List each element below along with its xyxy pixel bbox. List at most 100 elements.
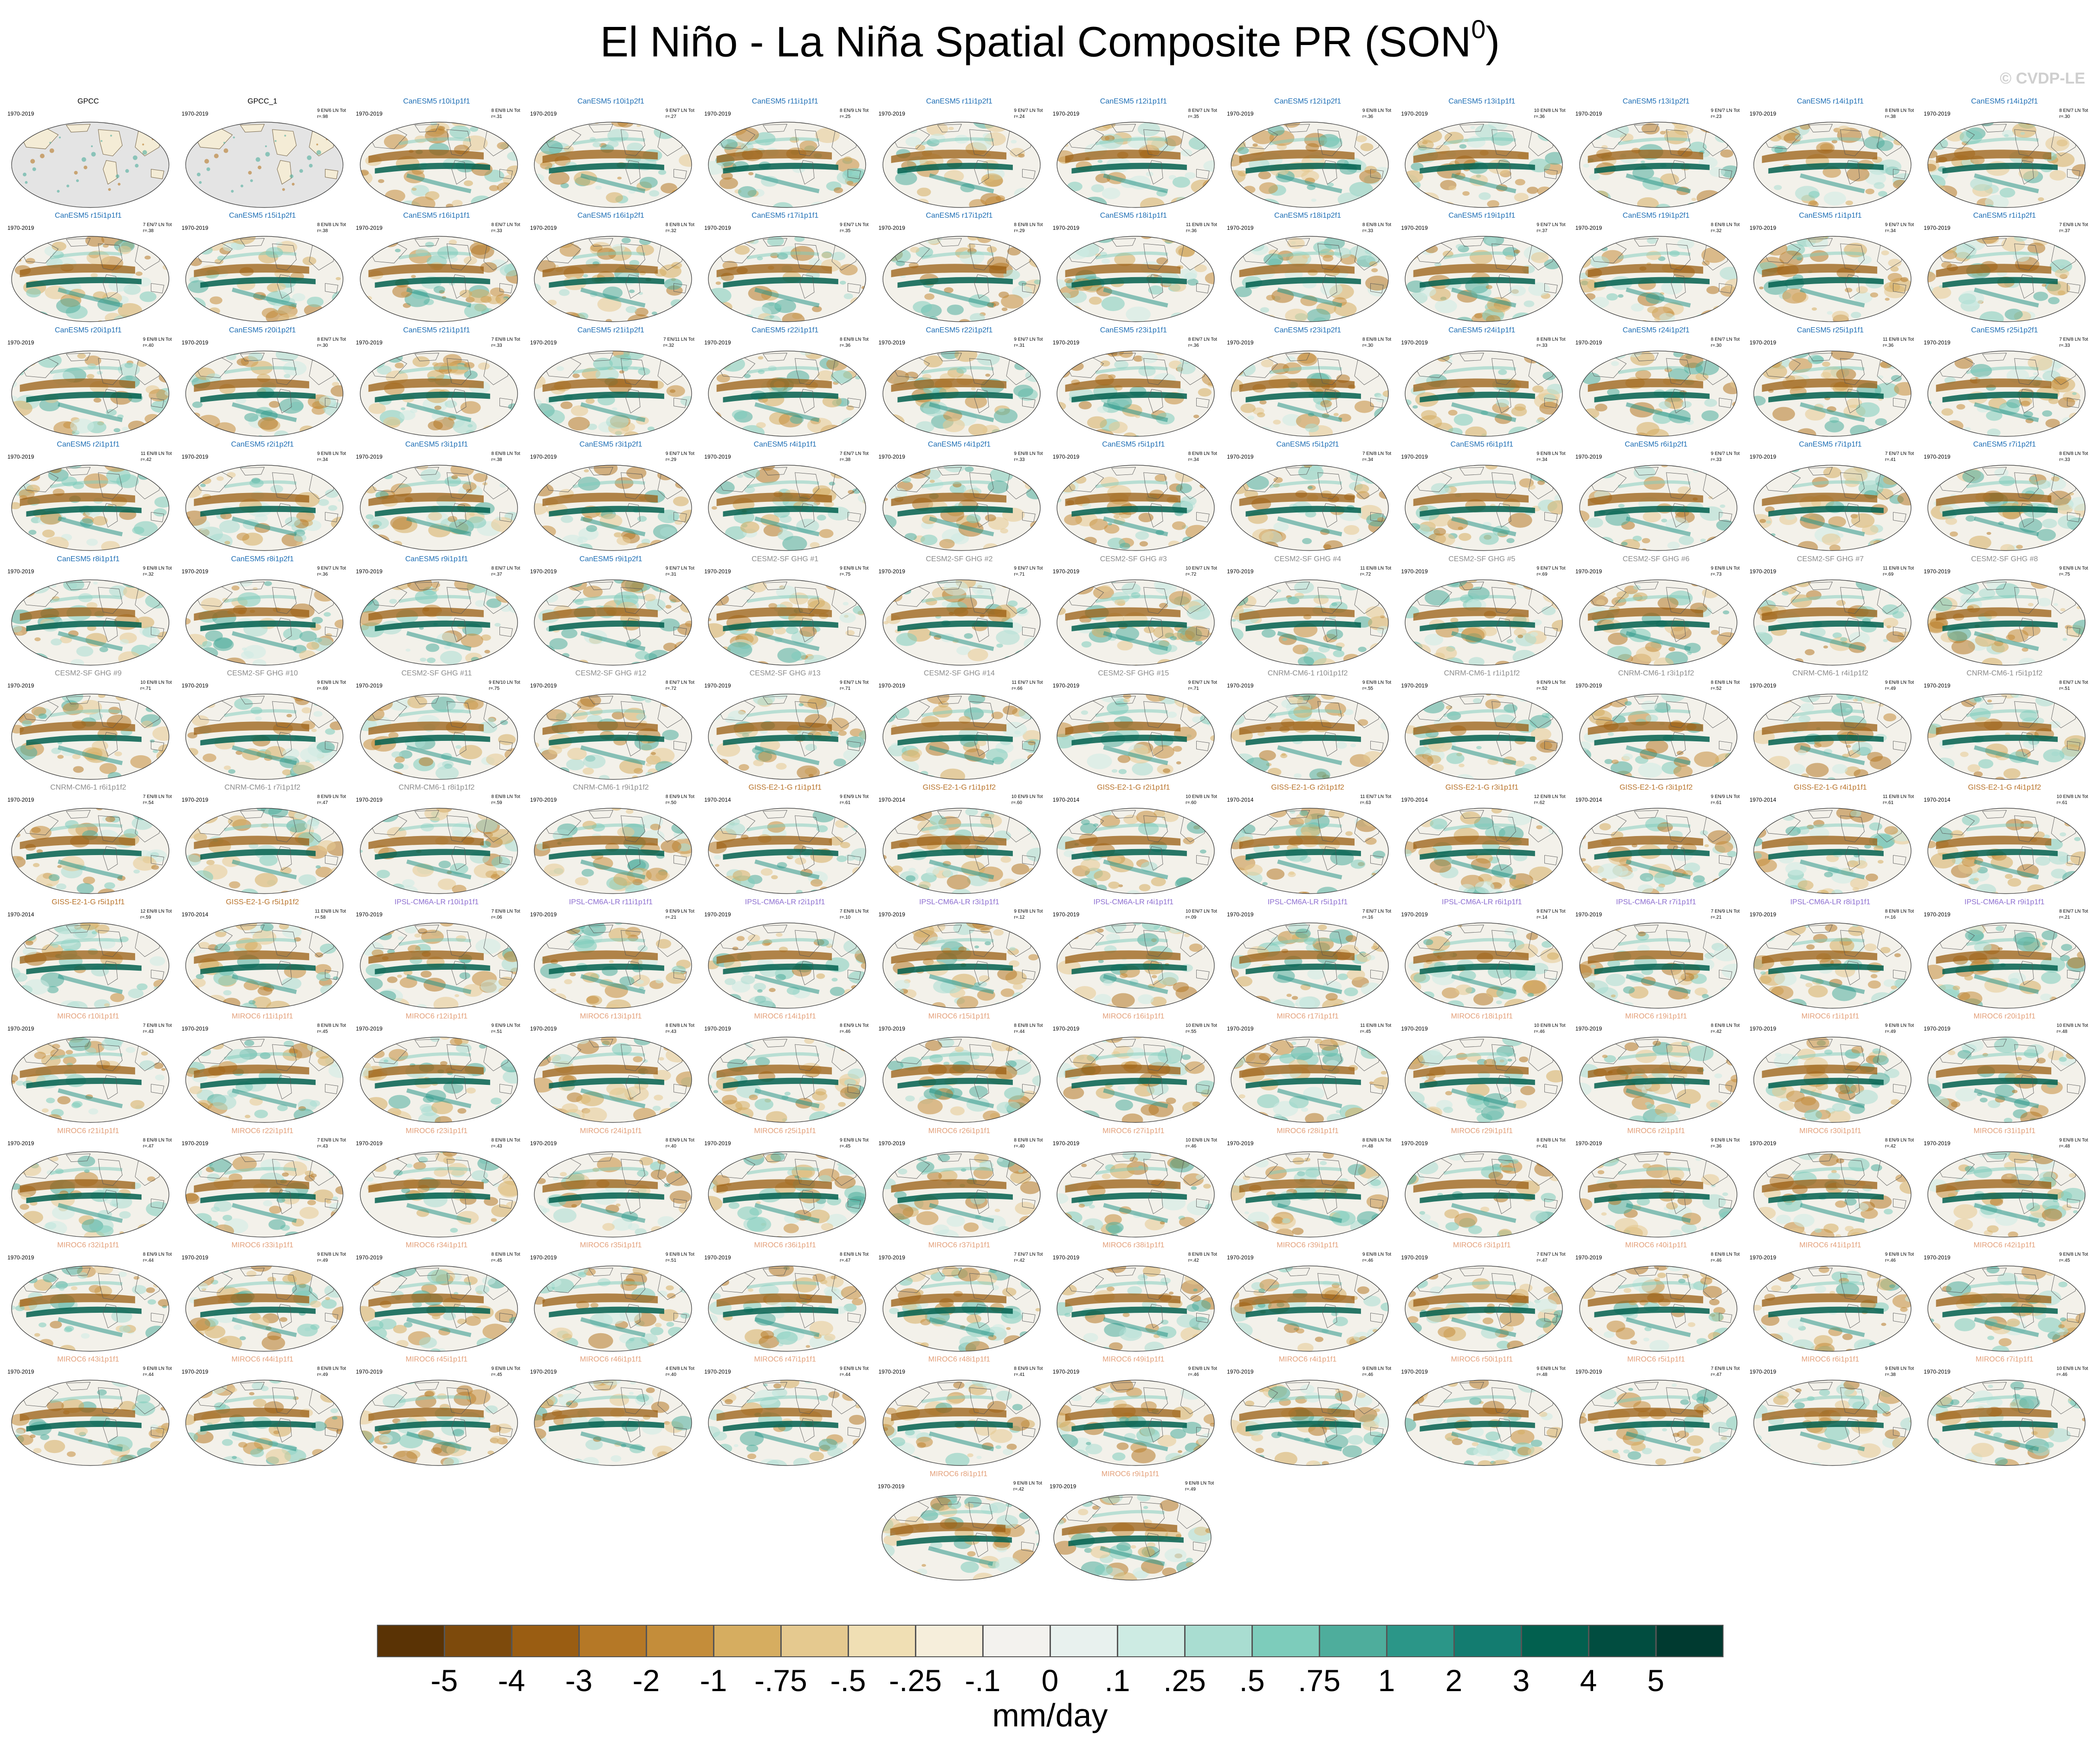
precip-anomaly-blob [907, 700, 914, 705]
precip-anomaly-blob [1591, 236, 1607, 242]
wet-streak [1269, 709, 1342, 717]
precip-anomaly-blob [1587, 518, 1603, 528]
precip-anomaly-blob [485, 582, 494, 588]
precip-anomaly-blob [782, 536, 807, 551]
precip-anomaly-blob [1156, 257, 1168, 265]
precip-anomaly-blob [719, 177, 739, 189]
precip-spot [258, 165, 262, 169]
precip-anomaly-blob [715, 138, 728, 146]
precip-spot [299, 169, 304, 173]
panel-stat-line: 9 EN/9 LN Tot [1536, 680, 1566, 685]
precip-anomaly-blob [136, 236, 155, 242]
wet-streak [921, 366, 994, 374]
precip-anomaly-blob [1064, 435, 1069, 436]
wet-band [897, 391, 1013, 402]
precip-anomaly-blob [904, 659, 926, 665]
precip-anomaly-blob [1851, 513, 1875, 528]
wet-band [1419, 277, 1536, 288]
precip-anomaly-blob [224, 541, 231, 545]
panel-stats: 9 EN/10 LN Tot r=.75 [489, 680, 520, 692]
precip-anomaly-blob [1405, 418, 1423, 430]
map-panel: CanESM5 r17i1p2f1 1970-2019 8 EN/8 LN Tot r… [876, 212, 1043, 325]
map-border [882, 236, 1041, 322]
dry-band [716, 493, 832, 506]
precip-anomaly-blob [1702, 587, 1719, 598]
precip-anomaly-blob [400, 407, 405, 410]
land-mass [272, 129, 297, 156]
coastline [277, 274, 292, 299]
coastline [1808, 352, 1833, 361]
wet-streak [1800, 631, 1865, 651]
precip-anomaly-blob [1368, 124, 1379, 130]
map-border [1579, 236, 1737, 322]
panel-map [708, 236, 866, 322]
precip-anomaly-blob [253, 587, 258, 590]
precip-anomaly-blob [164, 390, 169, 396]
precip-spot [290, 174, 294, 178]
precip-anomaly-blob [898, 195, 904, 199]
precip-anomaly-blob [1365, 276, 1389, 291]
precip-anomaly-blob [339, 716, 344, 720]
precip-anomaly-blob [334, 533, 344, 544]
precip-anomaly-blob [1420, 287, 1437, 297]
precip-anomaly-blob [582, 767, 594, 775]
precip-anomaly-blob [59, 236, 67, 239]
precip-anomaly-blob [976, 740, 986, 746]
precip-anomaly-blob [577, 536, 588, 543]
precip-anomaly-blob [839, 612, 856, 623]
coastline [240, 696, 265, 705]
precip-anomaly-blob [890, 708, 895, 711]
wet-streak [224, 480, 297, 489]
precip-anomaly-blob [1597, 122, 1604, 127]
panel-stats: 8 EN/7 LN Tot r=.35 [1188, 108, 1217, 120]
coastline [848, 741, 861, 751]
precip-anomaly-blob [774, 304, 782, 309]
panel-title: CanESM5 r12i1p1f1 [1100, 97, 1167, 105]
precip-anomaly-blob [1059, 200, 1079, 208]
precip-anomaly-blob [1111, 769, 1118, 773]
panel-years: 1970-2019 [878, 568, 905, 575]
panel-years: 1970-2019 [356, 339, 382, 346]
panel-years: 1970-2019 [1227, 339, 1254, 346]
precip-anomaly-blob [1405, 359, 1411, 363]
panel-stats: 8 EN/7 LN Tot r=.30 [1711, 337, 1740, 349]
precip-anomaly-blob [1689, 142, 1707, 153]
precip-anomaly-blob [841, 417, 862, 430]
wet-streak [754, 516, 820, 537]
panel-years: 1970-2019 [1575, 568, 1602, 575]
precip-anomaly-blob [723, 122, 747, 136]
precip-anomaly-blob [1823, 645, 1828, 649]
map-border [185, 350, 344, 437]
panel-stat-line: 9 EN/7 LN Tot [665, 108, 694, 113]
precip-anomaly-blob [1188, 136, 1211, 150]
map-panel: CanESM5 r1i1p2f1 1970-2019 7 EN/8 LN Tot r=… [1921, 212, 2088, 325]
panel-years: 1970-2019 [7, 225, 34, 232]
precip-anomaly-blob [964, 466, 974, 473]
precip-anomaly-blob [332, 382, 340, 387]
precip-anomaly-blob [740, 521, 760, 534]
precip-anomaly-blob [190, 358, 197, 363]
precip-spot [316, 143, 318, 146]
coastline [763, 696, 788, 705]
precip-anomaly-blob [713, 481, 735, 494]
panel-years: 1970-2019 [1052, 568, 1080, 575]
precip-anomaly-blob [331, 385, 344, 397]
coastline [277, 503, 292, 528]
precip-anomaly-blob [708, 533, 716, 538]
coastline [848, 512, 861, 523]
precip-anomaly-blob [732, 409, 748, 420]
panel-stat-line: r=.30 [1711, 343, 1722, 348]
coastline [795, 129, 820, 156]
precip-anomaly-blob [1232, 706, 1247, 715]
wet-streak [1625, 516, 1691, 537]
precip-anomaly-blob [929, 480, 935, 483]
precip-anomaly-blob [1002, 721, 1027, 738]
dry-band [1413, 149, 1529, 163]
precip-anomaly-blob [1014, 649, 1034, 662]
precip-anomaly-blob [1193, 236, 1200, 240]
map-border [534, 350, 692, 437]
dry-band [1065, 721, 1180, 735]
precip-anomaly-blob [1514, 403, 1526, 411]
dry-band [1762, 378, 1878, 392]
panel-years: 1970-2019 [356, 225, 382, 232]
